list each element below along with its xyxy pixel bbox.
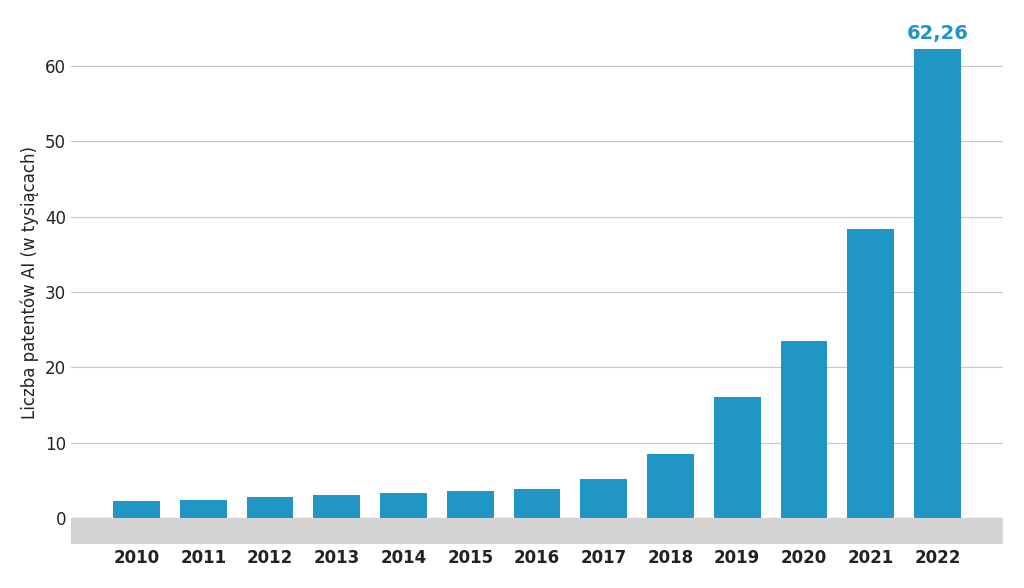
Bar bbox=[446, 491, 494, 518]
Bar bbox=[514, 489, 560, 518]
Text: 62,26: 62,26 bbox=[906, 24, 969, 43]
Bar bbox=[247, 497, 294, 518]
Bar bbox=[313, 495, 360, 518]
Bar bbox=[180, 500, 226, 518]
Bar bbox=[914, 49, 961, 518]
Bar bbox=[581, 479, 627, 518]
Bar bbox=[71, 518, 1004, 544]
Bar bbox=[714, 397, 761, 518]
Bar bbox=[114, 500, 160, 518]
Bar bbox=[647, 454, 694, 518]
Bar bbox=[780, 341, 827, 518]
Bar bbox=[380, 493, 427, 518]
Y-axis label: Liczba patentów AI (w tysiącach): Liczba patentów AI (w tysiącach) bbox=[20, 146, 39, 419]
Bar bbox=[847, 229, 894, 518]
